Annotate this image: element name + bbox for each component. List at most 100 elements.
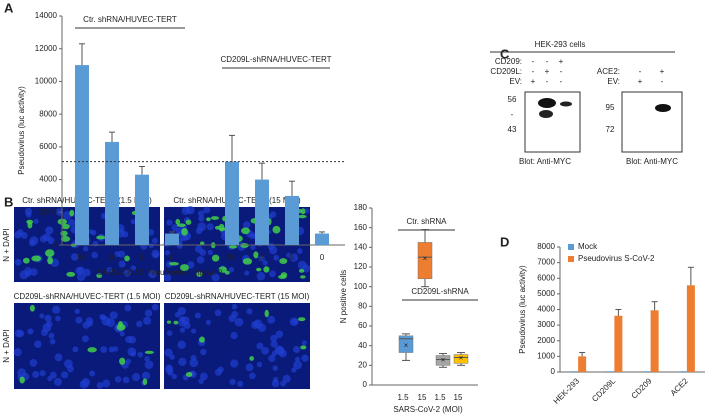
- y-tick-label: 180: [354, 203, 368, 212]
- x-tick-label: 10: [108, 253, 117, 262]
- mw-marker: 72: [606, 125, 615, 134]
- infected-cell: [181, 228, 188, 236]
- blots: HEK-293 cells Blot: Anti-MYC Blot: Anti-…: [490, 40, 683, 166]
- infected-cell: [249, 356, 255, 361]
- y-tick-label: 140: [354, 242, 368, 251]
- panel-label: A: [4, 0, 14, 15]
- x-tick-label: 0: [170, 253, 175, 262]
- blot-sign: +: [531, 77, 536, 86]
- image-title: CD209L-shRNA/HUVEC-TERT (15 MOI): [165, 292, 310, 301]
- y-tick-label: 20: [358, 360, 367, 369]
- nucleus: [72, 346, 79, 353]
- y-tick-label: 6000: [537, 273, 555, 282]
- nucleus: [246, 308, 253, 315]
- box: [453, 354, 469, 364]
- x-tick-label: 1.5: [434, 393, 446, 402]
- nucleus: [268, 354, 276, 362]
- nucleus: [109, 311, 118, 320]
- nucleus: [43, 233, 51, 242]
- blot-title: HEK-293 cells: [535, 40, 586, 49]
- nucleus: [207, 249, 213, 256]
- nucleus: [39, 313, 45, 319]
- x-tick-label: 5: [140, 253, 145, 262]
- blot-sign: +: [559, 57, 564, 66]
- nucleus: [256, 272, 266, 281]
- nucleus: [275, 330, 284, 338]
- nucleus: [291, 367, 297, 373]
- nucleus: [250, 244, 256, 250]
- nucleus: [214, 309, 222, 317]
- infected-cell: [47, 256, 54, 265]
- box: [417, 242, 433, 280]
- infected-cell: [300, 345, 307, 350]
- nucleus: [292, 318, 299, 325]
- annotation: Ctr. shRNA/HUVEC-TERT: [83, 15, 177, 24]
- y-axis-label: N positive cells: [339, 270, 348, 323]
- legend-swatch: [568, 244, 574, 250]
- panel-label: C: [500, 46, 510, 61]
- infected-cell: [196, 271, 203, 277]
- y-tick-label: 100: [354, 282, 368, 291]
- legend-swatch: [568, 256, 574, 262]
- infected-cell: [253, 251, 259, 259]
- x-tick-label: 15: [418, 393, 427, 402]
- nucleus: [269, 270, 276, 278]
- infected-cell: [279, 258, 288, 265]
- y-tick-label: 1000: [537, 351, 555, 360]
- image-title: CD209L-shRNA/HUVEC-TERT (1.5 MOI): [14, 292, 161, 301]
- infected-cell: [185, 372, 193, 377]
- infected-cell: [96, 273, 103, 279]
- nucleus: [243, 221, 251, 229]
- nucleus: [141, 371, 151, 380]
- annotation: CD209L-shRNA/HUVEC-TERT: [221, 55, 332, 64]
- y-tick-label: 60: [358, 321, 367, 330]
- y-tick-label: 0: [551, 367, 556, 376]
- infected-cell: [175, 218, 181, 225]
- nucleus: [249, 372, 256, 380]
- nucleus: [237, 380, 244, 387]
- annotation: CD209L-shRNA: [411, 287, 469, 296]
- nucleus: [195, 245, 203, 253]
- infected-cell: [211, 254, 220, 262]
- infected-cell: [142, 378, 148, 386]
- y-tick-label: 160: [354, 223, 368, 232]
- infected-cell: [297, 317, 306, 322]
- nucleus: [253, 319, 263, 329]
- infected-cell: [256, 267, 262, 272]
- nucleus: [230, 359, 239, 368]
- blot-sign: +: [638, 77, 643, 86]
- infected-cell: [168, 261, 179, 266]
- nucleus: [136, 320, 143, 328]
- nucleus: [128, 336, 137, 344]
- nucleus: [190, 354, 197, 361]
- y-tick-label: 8000: [537, 242, 555, 251]
- nucleus: [100, 346, 108, 354]
- nucleus: [194, 312, 201, 319]
- infected-cell: [298, 268, 305, 273]
- y-tick-label: 2000: [39, 207, 57, 216]
- y-tick-label: 6000: [39, 142, 57, 151]
- box: [435, 355, 451, 366]
- nucleus: [211, 273, 220, 282]
- nucleus: [234, 317, 244, 327]
- bar: [606, 371, 615, 372]
- nucleus: [53, 378, 62, 387]
- nucleus: [106, 267, 113, 273]
- mean-marker: ×: [423, 254, 428, 263]
- infected-cell: [173, 320, 179, 325]
- nucleus: [231, 303, 238, 310]
- bar: [642, 371, 651, 372]
- infected-cell: [219, 227, 227, 231]
- blot-sign: -: [532, 57, 535, 66]
- infected-cell: [300, 208, 306, 215]
- x-tick-label: 15: [454, 393, 463, 402]
- infected-cell: [214, 225, 221, 230]
- nucleus: [14, 329, 23, 338]
- infected-cell: [27, 221, 33, 229]
- infected-cell: [240, 243, 249, 248]
- nucleus: [147, 229, 155, 236]
- nucleus: [88, 229, 94, 235]
- nucleus: [301, 340, 307, 346]
- nucleus: [244, 270, 250, 276]
- x-axis-label: SARS-CoV-2 Pseudovirus (ng/well): [97, 268, 223, 277]
